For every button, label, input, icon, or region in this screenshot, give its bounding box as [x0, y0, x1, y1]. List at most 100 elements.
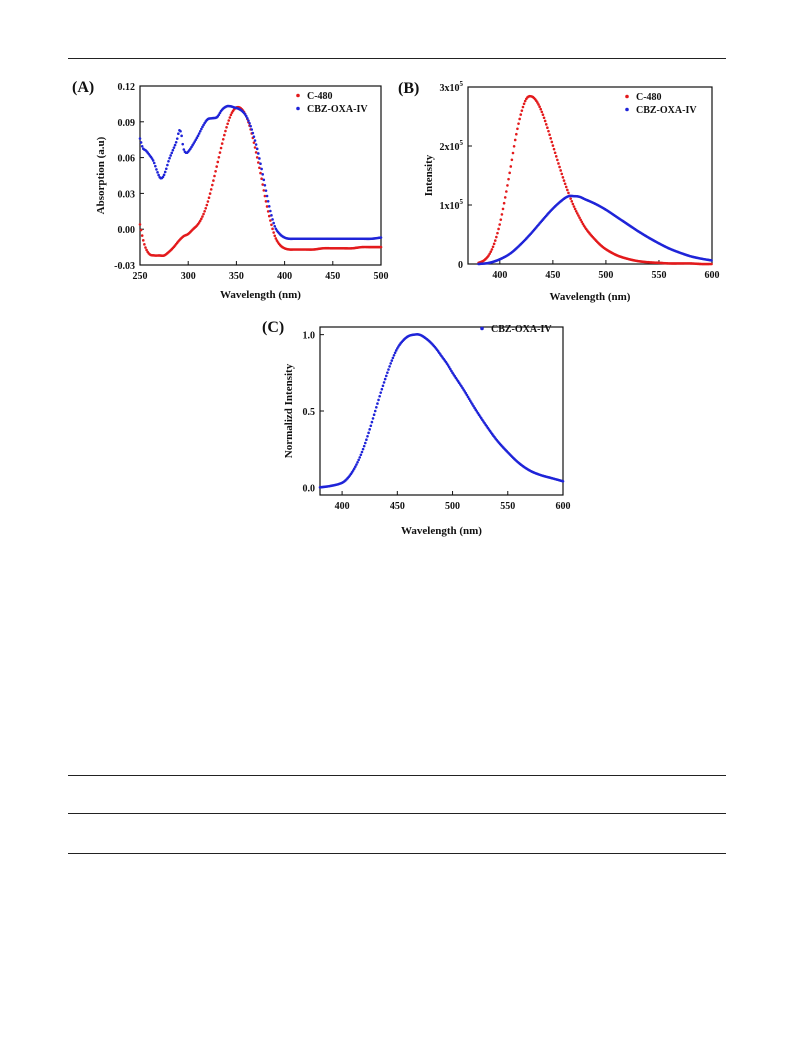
data-point [509, 165, 513, 168]
y-tick-label: -0.03 [114, 261, 135, 272]
y-tick-label: 1x105 [440, 198, 464, 212]
data-point [386, 371, 389, 374]
data-point [578, 216, 581, 219]
data-point [394, 349, 398, 352]
data-point [216, 160, 220, 164]
data-point [379, 245, 383, 249]
data-point [174, 140, 178, 144]
x-tick-label: 400 [277, 271, 292, 282]
x-tick-label: 550 [651, 270, 666, 281]
panel-label: (B) [398, 80, 419, 97]
data-point [261, 183, 264, 186]
x-tick-label: 500 [598, 270, 613, 281]
data-point [194, 138, 198, 141]
data-point [512, 145, 516, 148]
data-point [214, 170, 217, 173]
data-point [496, 231, 499, 235]
data-point [253, 146, 257, 149]
data-point [573, 207, 577, 211]
data-point [576, 212, 579, 215]
data-point [365, 438, 368, 442]
data-point [263, 184, 267, 187]
data-point [166, 163, 169, 167]
data-point [547, 129, 550, 133]
legend-marker [480, 326, 484, 331]
data-point [200, 217, 203, 221]
x-tick-label: 400 [335, 501, 350, 512]
legend-marker [625, 94, 629, 99]
data-point [467, 397, 471, 401]
panel-label: (C) [262, 319, 284, 336]
series-cbz-oxa-iv [318, 333, 565, 489]
data-point [181, 142, 185, 146]
data-point [200, 127, 203, 131]
data-point [581, 222, 585, 226]
series-cbz-oxa-iv [477, 194, 713, 266]
data-point [262, 178, 266, 182]
x-axis-title: Wavelength (nm) [220, 289, 301, 301]
data-point [381, 384, 385, 388]
data-point [515, 132, 518, 136]
data-point [543, 119, 547, 123]
x-tick-label: 400 [492, 270, 507, 281]
data-point [380, 387, 384, 391]
chart-panel-a: 250 300 350 400 450 500 -0.03 0.00 0.03 0.06 0.09 0… [72, 79, 389, 301]
data-point [264, 189, 268, 192]
data-point [355, 463, 358, 466]
x-tick-label: 350 [229, 271, 244, 282]
data-point [211, 183, 214, 187]
data-point [180, 134, 183, 138]
data-point [574, 209, 578, 213]
panel-label: (A) [72, 79, 94, 96]
data-point [168, 156, 171, 160]
data-point [244, 114, 248, 118]
x-tick-label: 450 [545, 270, 560, 281]
data-point [367, 431, 370, 435]
data-point [521, 105, 525, 109]
data-point [356, 460, 359, 464]
data-point [357, 458, 360, 462]
data-point [259, 162, 262, 165]
data-point [273, 224, 277, 228]
data-point [510, 158, 514, 162]
data-point [492, 242, 496, 246]
data-point [269, 219, 272, 222]
data-point [522, 102, 526, 106]
data-point [372, 413, 376, 416]
data-point [254, 151, 258, 154]
data-point [393, 351, 397, 355]
data-point [516, 127, 519, 131]
data-point [260, 167, 263, 171]
data-point [156, 171, 159, 174]
data-point [167, 160, 170, 163]
data-point [507, 177, 510, 181]
data-point [140, 144, 144, 148]
data-point [508, 171, 511, 175]
x-axis-title: Wavelength (nm) [401, 525, 482, 537]
data-point [271, 218, 274, 221]
data-point [224, 129, 227, 133]
data-point [567, 191, 570, 195]
plot-frame [139, 85, 382, 266]
data-point [506, 184, 509, 187]
series-c-480 [138, 105, 383, 257]
data-point [252, 135, 256, 139]
data-point [163, 170, 167, 174]
y-tick-label: 1.0 [303, 331, 316, 342]
y-tick-label: 0.03 [118, 189, 136, 200]
data-point [139, 141, 143, 144]
data-point [198, 219, 202, 223]
data-point [175, 137, 179, 140]
data-point [561, 479, 565, 483]
data-point [493, 239, 497, 242]
data-point [217, 113, 221, 117]
x-tick-label: 600 [705, 270, 720, 281]
data-point [392, 353, 396, 357]
y-tick-label: 0.00 [118, 225, 136, 236]
x-tick-label: 450 [390, 501, 405, 512]
data-point [513, 138, 517, 142]
data-point [249, 124, 252, 128]
data-point [255, 156, 259, 159]
data-point [373, 409, 377, 413]
data-point [562, 179, 566, 182]
